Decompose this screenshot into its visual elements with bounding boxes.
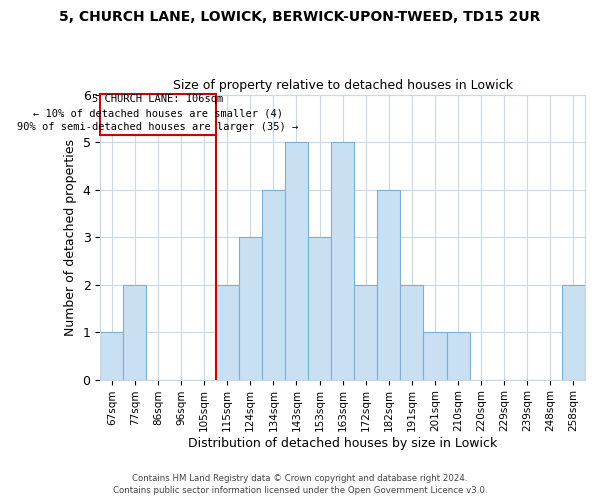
Bar	[262, 190, 285, 380]
Text: Contains HM Land Registry data © Crown copyright and database right 2024.
Contai: Contains HM Land Registry data © Crown c…	[113, 474, 487, 495]
Bar	[446, 332, 470, 380]
Text: 5 CHURCH LANE: 106sqm
← 10% of detached houses are smaller (4)
90% of semi-detac: 5 CHURCH LANE: 106sqm ← 10% of detached …	[17, 94, 299, 132]
Bar	[215, 284, 239, 380]
Bar	[124, 284, 146, 380]
Bar	[424, 332, 446, 380]
Text: 5, CHURCH LANE, LOWICK, BERWICK-UPON-TWEED, TD15 2UR: 5, CHURCH LANE, LOWICK, BERWICK-UPON-TWE…	[59, 10, 541, 24]
X-axis label: Distribution of detached houses by size in Lowick: Distribution of detached houses by size …	[188, 437, 497, 450]
Bar	[285, 142, 308, 380]
Bar	[308, 237, 331, 380]
Bar	[239, 237, 262, 380]
Y-axis label: Number of detached properties: Number of detached properties	[64, 138, 77, 336]
Bar	[400, 284, 424, 380]
Bar	[562, 284, 585, 380]
Bar	[377, 190, 400, 380]
FancyBboxPatch shape	[100, 94, 215, 135]
Bar	[354, 284, 377, 380]
Bar	[100, 332, 124, 380]
Bar	[331, 142, 354, 380]
Title: Size of property relative to detached houses in Lowick: Size of property relative to detached ho…	[173, 79, 512, 92]
